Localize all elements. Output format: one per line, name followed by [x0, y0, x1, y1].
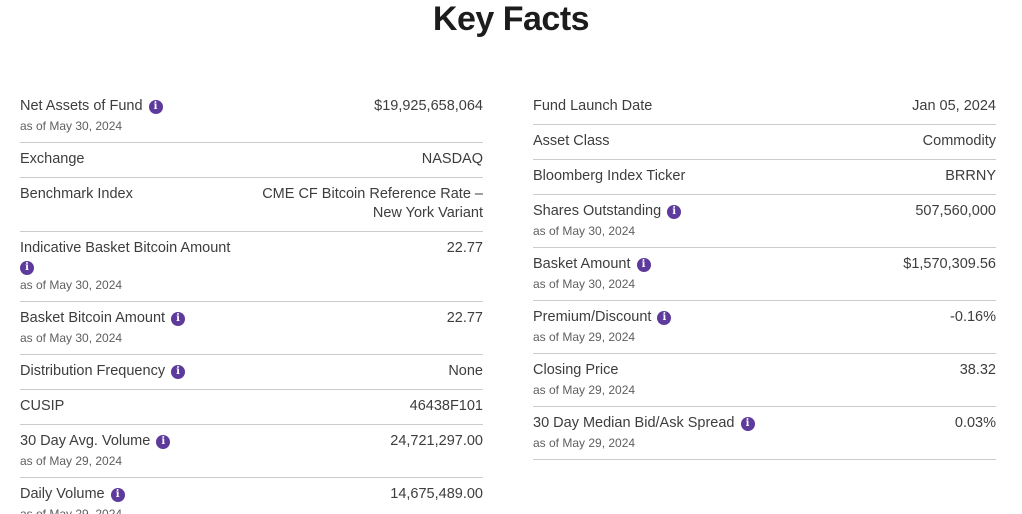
fact-label: Indicative Basket Bitcoin Amount [20, 240, 231, 256]
fact-value: Jan 05, 2024 [912, 98, 996, 114]
fact-value: CME CF Bitcoin Reference Rate – New York… [262, 186, 483, 221]
info-icon[interactable]: i [171, 312, 186, 326]
as-of-date: as of May 30, 2024 [533, 277, 636, 291]
fact-label: Shares Outstanding [533, 203, 662, 219]
fact-value: None [448, 363, 483, 379]
fact-row-daily-volume: Daily Volume i as of May 29, 2024 14,675,… [20, 478, 483, 514]
fact-value: $1,570,309.56 [903, 256, 996, 272]
fact-label: 30 Day Avg. Volume [20, 433, 151, 449]
fact-row-30-day-median-bid-ask-spread: 30 Day Median Bid/Ask Spread i as of May … [533, 407, 996, 460]
fact-row-asset-class: Asset Class Commodity [533, 125, 996, 160]
fact-value: 14,675,489.00 [390, 486, 483, 502]
fact-value: 0.03% [954, 415, 996, 431]
fact-row-basket-bitcoin-amount: Basket Bitcoin Amount i as of May 30, 202… [20, 302, 483, 355]
fact-row-distribution-frequency: Distribution Frequency i None [20, 355, 483, 390]
info-icon[interactable]: i [148, 100, 163, 114]
as-of-date: as of May 30, 2024 [20, 119, 123, 133]
fact-row-exchange: Exchange NASDAQ [20, 143, 483, 178]
as-of-date: as of May 29, 2024 [533, 436, 636, 450]
fact-value: 22.77 [446, 310, 483, 326]
fact-value: 24,721,297.00 [390, 433, 483, 449]
fact-label: Fund Launch Date [533, 98, 653, 114]
fact-value: $19,925,658,064 [374, 98, 483, 114]
fact-label: Net Assets of Fund [20, 98, 143, 114]
fact-row-net-assets: Net Assets of Fund i as of May 30, 2024 $… [20, 90, 483, 143]
as-of-date: as of May 30, 2024 [533, 224, 636, 238]
fact-row-bloomberg-index-ticker: Bloomberg Index Ticker BRRNY [533, 160, 996, 195]
fact-label: 30 Day Median Bid/Ask Spread [533, 415, 735, 431]
as-of-date: as of May 29, 2024 [533, 383, 636, 397]
fact-label: Daily Volume [20, 486, 105, 502]
fact-label: Closing Price [533, 362, 619, 378]
fact-value: 46438F101 [409, 398, 483, 414]
info-icon[interactable]: i [171, 365, 186, 379]
fact-label: Benchmark Index [20, 186, 133, 202]
info-icon[interactable]: i [657, 311, 672, 325]
key-facts-columns: Net Assets of Fund i as of May 30, 2024 $… [0, 90, 1022, 514]
fact-label: CUSIP [20, 398, 65, 414]
fact-value: -0.16% [950, 309, 996, 325]
fact-row-indicative-basket-bitcoin-amount: Indicative Basket Bitcoin Amount i as of… [20, 232, 483, 302]
fact-label: Exchange [20, 151, 85, 167]
fact-value: NASDAQ [421, 151, 483, 167]
as-of-date: as of May 30, 2024 [20, 278, 123, 292]
fact-value: 38.32 [959, 362, 996, 378]
fact-row-benchmark-index: Benchmark Index CME CF Bitcoin Reference… [20, 178, 483, 232]
as-of-date: as of May 29, 2024 [533, 330, 636, 344]
page-title: Key Facts [432, 0, 590, 38]
fact-row-shares-outstanding: Shares Outstanding i as of May 30, 2024 5… [533, 195, 996, 248]
fact-value: 507,560,000 [915, 203, 996, 219]
as-of-date: as of May 29, 2024 [20, 454, 123, 468]
fact-value: 22.77 [446, 240, 483, 256]
fact-row-closing-price: Closing Price as of May 29, 2024 38.32 [533, 354, 996, 407]
fact-label: Asset Class [533, 133, 610, 149]
fact-row-cusip: CUSIP 46438F101 [20, 390, 483, 425]
fact-row-fund-launch-date: Fund Launch Date Jan 05, 2024 [533, 90, 996, 125]
fact-label: Basket Bitcoin Amount [20, 310, 166, 326]
fact-label: Premium/Discount [533, 309, 652, 325]
as-of-date: as of May 30, 2024 [20, 331, 123, 345]
fact-label: Distribution Frequency [20, 363, 166, 379]
info-icon[interactable]: i [636, 258, 651, 272]
fact-row-30-day-avg-volume: 30 Day Avg. Volume i as of May 29, 2024 2… [20, 425, 483, 478]
key-facts-left-column: Net Assets of Fund i as of May 30, 2024 $… [20, 90, 483, 514]
fact-row-basket-amount: Basket Amount i as of May 30, 2024 $1,570… [533, 248, 996, 301]
fact-value: Commodity [922, 133, 996, 149]
as-of-date: as of May 29, 2024 [20, 507, 123, 514]
info-icon[interactable]: i [667, 205, 682, 219]
fact-label: Basket Amount [533, 256, 631, 272]
info-icon[interactable]: i [110, 488, 125, 502]
fact-label: Bloomberg Index Ticker [533, 168, 686, 184]
key-facts-right-column: Fund Launch Date Jan 05, 2024 Asset Clas… [533, 90, 996, 514]
info-icon[interactable]: i [156, 435, 171, 449]
info-icon[interactable]: i [20, 261, 34, 275]
fact-row-premium-discount: Premium/Discount i as of May 29, 2024 -0.… [533, 301, 996, 354]
info-icon[interactable]: i [740, 417, 755, 431]
fact-value: BRRNY [945, 168, 996, 184]
